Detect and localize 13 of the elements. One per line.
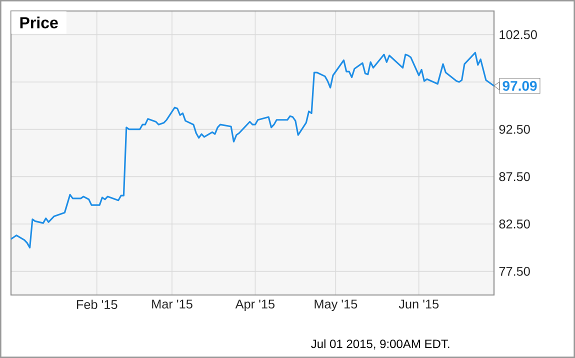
y-tick-label: 92.50 xyxy=(499,124,530,134)
y-tick-label: 87.50 xyxy=(499,172,530,182)
y-tick-label: 77.50 xyxy=(499,266,530,276)
annotation: 97.09 xyxy=(502,80,537,91)
chart-title: Price xyxy=(20,16,58,28)
text: Jul 01 2015, 9:00AM EDT. xyxy=(311,339,450,350)
x-tick-label: Apr '15 xyxy=(235,300,275,312)
x-tick-label: Jun '15 xyxy=(398,300,439,309)
x-tick-label: Mar '15 xyxy=(152,300,192,309)
x-tick-label: May '15 xyxy=(314,300,358,312)
x-tick-label: Feb '15 xyxy=(76,300,118,310)
y-tick-label: 102.50 xyxy=(500,30,537,40)
y-tick-label: 82.50 xyxy=(499,220,530,228)
